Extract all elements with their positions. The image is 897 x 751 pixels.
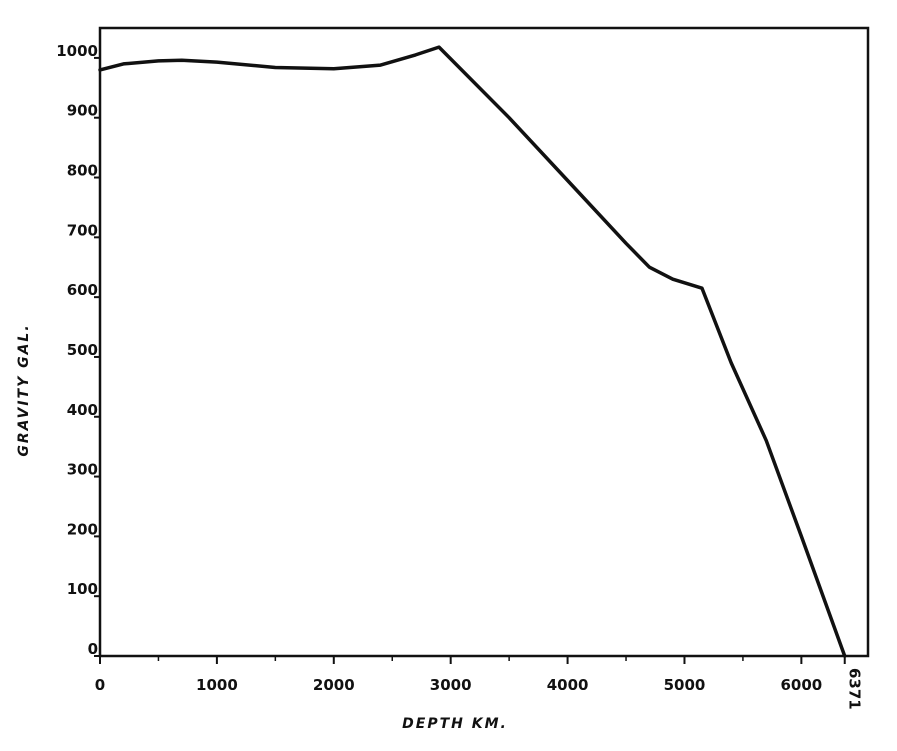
y-tick-label: 900: [67, 102, 98, 120]
y-tick-label: 200: [67, 520, 98, 538]
plot-border: [98, 26, 870, 658]
y-axis-title: GRAVITY GAL.: [16, 323, 32, 456]
x-tick-label: 4000: [547, 676, 589, 694]
y-tick-label: 0: [88, 640, 98, 658]
y-tick-label: 800: [67, 162, 98, 180]
y-tick-label: 700: [67, 221, 98, 239]
x-tick-label: 1000: [196, 676, 238, 694]
y-tick-label: 300: [67, 461, 98, 479]
y-tick-label: 500: [67, 341, 98, 359]
x-axis-ticks: 0 1000 2000 3000 4000 5000 6000 6371: [95, 656, 864, 710]
gravity-curve: [98, 45, 847, 658]
y-tick-label: 600: [67, 281, 98, 299]
series-group: [98, 45, 847, 658]
plot-frame: [98, 26, 870, 658]
y-axis-ticks: 0 100 200 300 400 500 600 700 800 900 1000: [56, 42, 100, 658]
y-tick-label: 400: [67, 401, 98, 419]
x-axis-title: DEPTH KM.: [402, 716, 508, 732]
x-tick-label: 5000: [664, 676, 706, 694]
y-tick-label: 1000: [56, 42, 98, 60]
x-tick-label: 6000: [780, 676, 822, 694]
x-tick-label: 2000: [313, 676, 355, 694]
y-tick-label: 100: [67, 580, 98, 598]
x-tick-label: 0: [95, 676, 105, 694]
x-extra-tick-label: 6371: [846, 668, 864, 710]
x-tick-label: 3000: [430, 676, 472, 694]
